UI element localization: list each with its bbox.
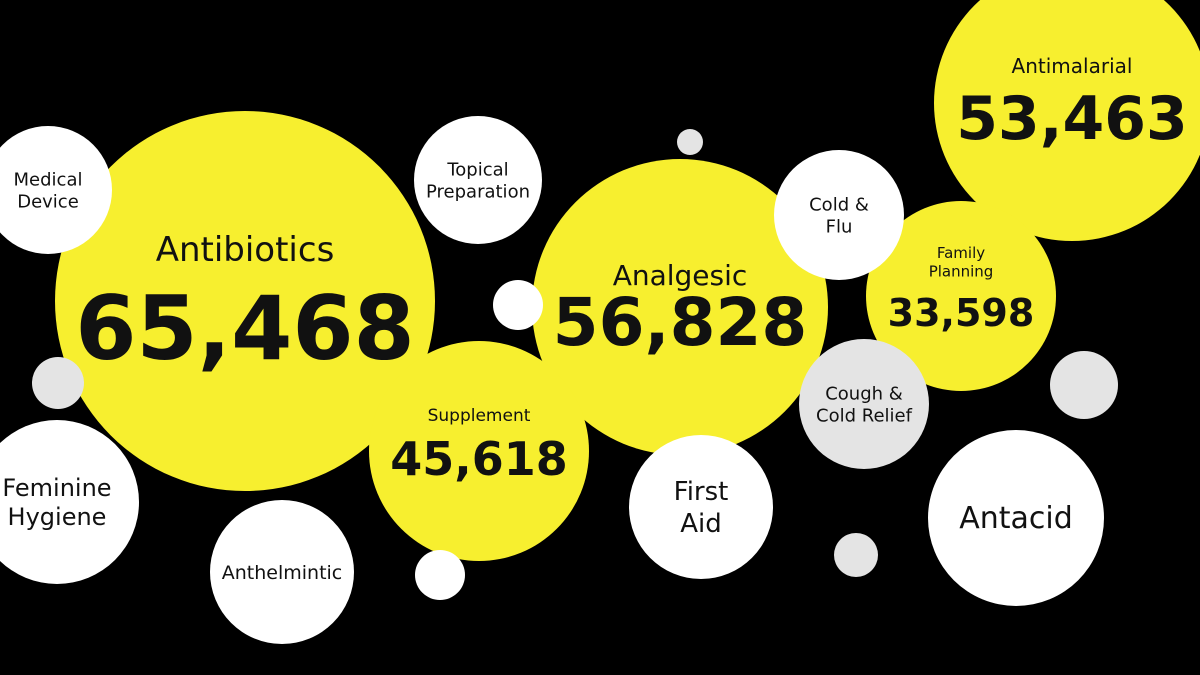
bubble-unlabeled-17 [834,533,878,577]
bubble-unlabeled-16 [415,550,465,600]
bubble-label-medical-device: Medical Device [14,169,83,212]
bubble-family-planning: Family Planning 33,598 [866,201,1056,391]
bubble-label-feminine-hygiene: Feminine Hygiene [2,474,111,531]
bubble-unlabeled-15 [677,129,703,155]
bubble-value-antibiotics: 65,468 [75,277,415,380]
bubble-circle-analgesic [532,159,828,455]
bubble-circle-antimalarial [934,0,1200,241]
bubble-circle-supplement [369,341,589,561]
bubble-label-antimalarial: Antimalarial [1012,54,1133,78]
bubble-antacid: Antacid [928,430,1104,606]
bubble-value-supplement: 45,618 [390,432,568,486]
bubble-topical-preparation: Topical Preparation [414,116,542,244]
bubble-antibiotics: Antibiotics 65,468 [55,111,435,491]
bubble-circle-topical-preparation [414,116,542,244]
bubble-value-antimalarial: 53,463 [956,84,1188,154]
bubble-antimalarial: Antimalarial 53,463 [934,0,1200,241]
bubble-label-supplement: Supplement [428,406,531,426]
bubble-supplement: Supplement 45,618 [369,341,589,561]
bubble-circle-antibiotics [55,111,435,491]
bubble-circle-unlabeled-14 [493,280,543,330]
bubble-cold-and-flu: Cold & Flu [774,150,904,280]
bubble-unlabeled-13 [32,357,84,409]
bubble-label-antibiotics: Antibiotics [156,230,335,270]
bubble-circle-unlabeled-16 [415,550,465,600]
bubble-label-analgesic: Analgesic [613,259,748,292]
bubble-label-antacid: Antacid [959,501,1073,536]
bubble-anthelmintic: Anthelmintic [210,500,354,644]
bubble-label-cold-and-flu: Cold & Flu [809,194,869,237]
bubble-circle-unlabeled-17 [834,533,878,577]
bubble-label-cough-and-cold-relief: Cough & Cold Relief [816,383,913,426]
bubble-circle-family-planning [866,201,1056,391]
bubble-circle-feminine-hygiene [0,420,139,584]
bubble-label-first-aid: First Aid [674,477,729,539]
bubble-circle-unlabeled-13 [32,357,84,409]
bubble-circle-cold-and-flu [774,150,904,280]
bubble-circle-anthelmintic [210,500,354,644]
bubble-cough-and-cold-relief: Cough & Cold Relief [799,339,929,469]
bubble-label-topical-preparation: Topical Preparation [426,159,530,202]
bubble-label-anthelmintic: Anthelmintic [222,562,343,584]
bubble-circle-first-aid [629,435,773,579]
bubble-unlabeled-14 [493,280,543,330]
bubble-circle-antacid [928,430,1104,606]
bubble-circle-unlabeled-15 [677,129,703,155]
bubble-value-family-planning: 33,598 [888,291,1035,335]
bubble-first-aid: First Aid [629,435,773,579]
bubble-medical-device: Medical Device [0,126,112,254]
bubble-circle-medical-device [0,126,112,254]
bubble-feminine-hygiene: Feminine Hygiene [0,420,139,584]
bubble-label-family-planning: Family Planning [929,244,994,280]
bubble-circle-unlabeled-18 [1050,351,1118,419]
bubble-unlabeled-18 [1050,351,1118,419]
bubble-circle-cough-and-cold-relief [799,339,929,469]
bubble-value-analgesic: 56,828 [553,284,808,361]
